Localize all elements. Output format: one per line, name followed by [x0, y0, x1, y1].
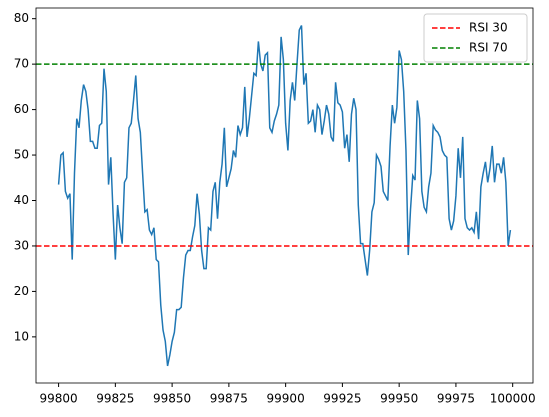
y-tick-label: 70: [14, 57, 29, 71]
x-tick-label: 99900: [267, 392, 305, 406]
legend-label: RSI 70: [469, 41, 508, 55]
legend-box: [423, 13, 528, 63]
y-tick-label: 40: [14, 193, 29, 207]
x-tick-label: 99975: [437, 392, 475, 406]
x-tick-label: 99925: [323, 392, 361, 406]
x-tick-label: 100000: [490, 392, 536, 406]
x-tick-label: 99800: [39, 392, 77, 406]
x-tick-label: 99850: [153, 392, 191, 406]
y-tick-label: 60: [14, 102, 29, 116]
legend-label: RSI 30: [469, 21, 508, 35]
y-tick-label: 50: [14, 148, 29, 162]
data-line: [57, 25, 512, 367]
x-tick-label: 99875: [210, 392, 248, 406]
y-tick-label: 80: [14, 11, 29, 25]
y-tick-label: 10: [14, 329, 29, 343]
plot-frame: [35, 7, 534, 384]
x-tick-label: 99950: [380, 392, 418, 406]
x-tick-label: 99825: [96, 392, 134, 406]
y-tick-label: 20: [14, 284, 29, 298]
y-tick-label: 30: [14, 238, 29, 252]
